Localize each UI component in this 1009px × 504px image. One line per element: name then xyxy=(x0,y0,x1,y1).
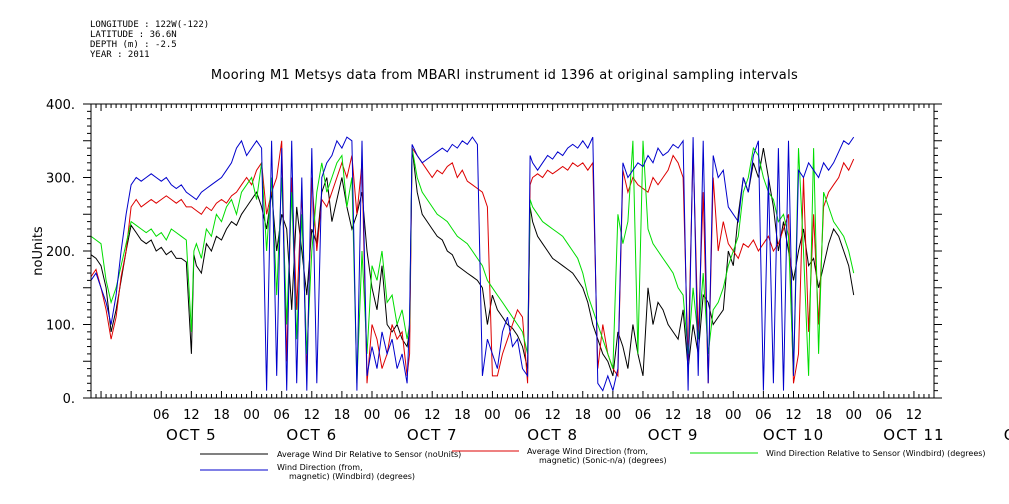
x-hour-label: 00 xyxy=(605,408,622,423)
plot-lines xyxy=(91,136,855,393)
depth-text: DEPTH (m) : -2.5 xyxy=(90,40,177,50)
x-hour-label: 06 xyxy=(394,408,411,423)
series-line-4 xyxy=(91,136,855,393)
axis-labels: 0. 100. 200. 300. 400. 06 12 18 00 06 12 18 00 06 12 18… xyxy=(46,98,1009,444)
x-hour-label: 18 xyxy=(695,408,712,423)
series-line-2 xyxy=(91,140,855,384)
legend-label-3: Wind Direction Relative to Sensor (Windb… xyxy=(766,449,986,458)
x-hour-label: 06 xyxy=(153,408,170,423)
x-day-label: OCT 6 xyxy=(286,426,337,444)
y-axis-label: noUnits xyxy=(31,226,46,276)
series-line-3 xyxy=(91,140,855,384)
x-day-label: OCT 12 xyxy=(1004,426,1009,444)
x-hour-label: 06 xyxy=(514,408,531,423)
x-hour-label: 12 xyxy=(785,408,802,423)
x-day-label: OCT 5 xyxy=(166,426,217,444)
x-hour-label: 06 xyxy=(755,408,772,423)
x-hour-label: 12 xyxy=(424,408,441,423)
x-hour-label: 12 xyxy=(304,408,321,423)
x-hour-label: 00 xyxy=(725,408,742,423)
x-day-label: OCT 11 xyxy=(883,426,944,444)
y-tick-label: 100. xyxy=(46,319,75,334)
x-hour-label: 18 xyxy=(334,408,351,423)
x-day-label: OCT 7 xyxy=(407,426,458,444)
y-tick-label: 400. xyxy=(46,98,75,113)
x-day-label: OCT 9 xyxy=(648,426,699,444)
x-hour-label: 00 xyxy=(243,408,260,423)
x-day-label: OCT 8 xyxy=(527,426,578,444)
series-line-1 xyxy=(91,148,855,377)
legend-label-1: Average Wind Dir Relative to Sensor (noU… xyxy=(277,450,461,459)
x-hour-label: 12 xyxy=(183,408,200,423)
x-hour-label: 18 xyxy=(574,408,591,423)
longitude-text: LONGITUDE : 122W(-122) xyxy=(90,20,210,30)
x-hour-label: 18 xyxy=(815,408,832,423)
x-hour-label: 06 xyxy=(273,408,290,423)
x-hour-label: 00 xyxy=(364,408,381,423)
x-hour-label: 12 xyxy=(544,408,561,423)
x-hour-label: 00 xyxy=(845,408,862,423)
y-tick-label: 200. xyxy=(46,245,75,260)
latitude-text: LATITUDE : 36.6N xyxy=(90,30,177,40)
y-tick-label: 300. xyxy=(46,172,75,187)
x-day-label: OCT 10 xyxy=(763,426,824,444)
year-text: YEAR : 2011 xyxy=(90,50,150,60)
x-hour-label: 12 xyxy=(665,408,682,423)
x-hour-label: 12 xyxy=(906,408,923,423)
legend-label-2: Average Wind Direction (from, magnetic) (… xyxy=(527,447,667,465)
chart-title: Mooring M1 Metsys data from MBARI instru… xyxy=(210,68,799,83)
x-hour-label: 06 xyxy=(635,408,652,423)
metadata-block: LONGITUDE : 122W(-122) LATITUDE : 36.6N … xyxy=(90,20,209,60)
x-hour-label: 18 xyxy=(213,408,230,423)
y-tick-label: 0. xyxy=(63,392,75,407)
axis-ticks xyxy=(83,103,942,399)
legend-label-4: Wind Direction (from, magnetic) (Windbird… xyxy=(277,463,415,481)
x-hour-label: 18 xyxy=(454,408,471,423)
legend: Average Wind Dir Relative to Sensor (noU… xyxy=(200,447,986,481)
x-hour-label: 00 xyxy=(484,408,501,423)
x-hour-label: 06 xyxy=(876,408,893,423)
